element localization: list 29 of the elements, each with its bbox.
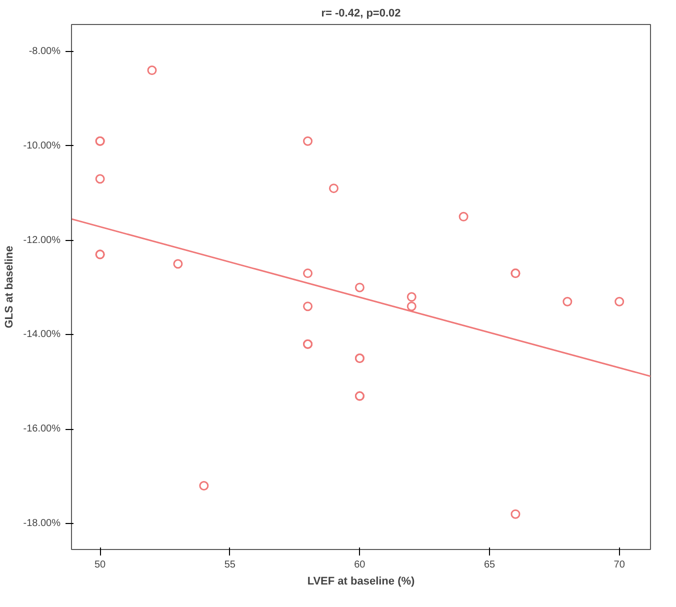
point — [328, 184, 338, 194]
y-tick-label: -10.00% — [23, 140, 61, 152]
y-axis-title: GLS at baseline — [3, 246, 16, 328]
point — [303, 136, 313, 146]
point — [199, 481, 209, 491]
x-tick-label: 55 — [224, 560, 236, 570]
x-axis-title: LVEF at baseline (%) — [307, 576, 416, 588]
y-tick-label: -8.00% — [28, 46, 61, 57]
point — [95, 174, 105, 184]
x-tick-label: 50 — [94, 560, 106, 570]
chart-title: r= -0.42, p=0.02 — [321, 8, 401, 20]
point — [173, 259, 183, 269]
point — [303, 268, 313, 278]
point — [354, 282, 364, 292]
point — [303, 302, 313, 312]
point — [458, 212, 468, 222]
point — [562, 296, 572, 306]
y-tick-label: -16.00% — [23, 424, 61, 435]
point — [147, 66, 157, 76]
x-tick-label: 60 — [354, 560, 366, 570]
point — [510, 509, 520, 519]
point — [406, 302, 416, 312]
point — [614, 296, 624, 306]
y-tick-label: -12.00% — [23, 234, 61, 246]
x-tick-label: 70 — [614, 560, 626, 570]
point — [406, 292, 416, 302]
x-tick-label: 65 — [484, 560, 496, 570]
y-tick-label: -14.00% — [23, 329, 61, 340]
y-tick-label: -18.00% — [23, 518, 61, 530]
